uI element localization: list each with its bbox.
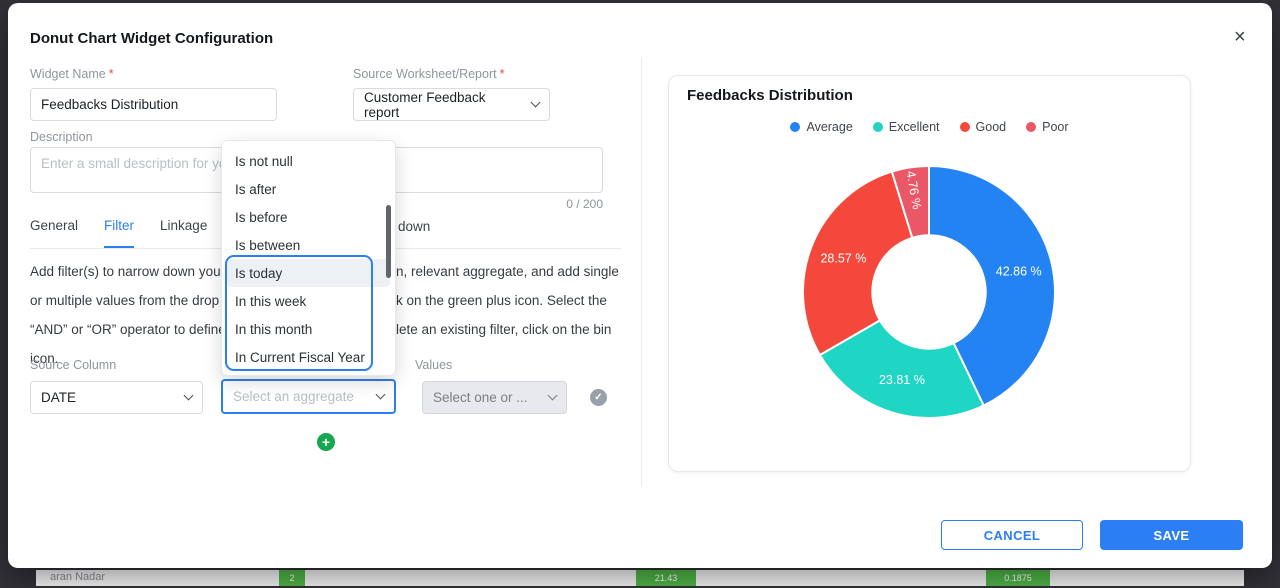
legend-item-good[interactable]: Good [959,120,1007,134]
dropdown-options: Is not null Is after Is before Is between Is… [222,147,395,371]
required-asterisk: * [499,67,505,81]
dropdown-option[interactable]: Is not null [235,153,293,169]
aggregate-placeholder: Select an aggregate [233,389,354,404]
legend-dot [872,122,883,132]
close-icon[interactable]: × [1234,26,1246,48]
help-line: or multiple values from the drop k on the… [30,286,621,315]
preview-card: Feedbacks Distribution Average Excellent G… [668,75,1191,472]
legend-label: Good [975,120,1007,134]
confirm-filter-icon[interactable]: ✓ [590,389,607,406]
help-line-left: “AND” or “OR” operator to define [30,322,226,337]
dropdown-option[interactable]: Is after [235,181,277,197]
legend-dot [959,122,970,132]
help-line-right: k on the green plus icon. Select the [396,293,607,308]
help-line-left: icon. [30,351,59,366]
help-line-right: n, relevant aggregate, and add single [396,264,619,279]
dropdown-option[interactable]: Is before [235,209,288,225]
donut-chart-svg: 42.86 % 23.81 % 28.57 % 4.76 % [802,164,1056,419]
chevron-down-icon [375,389,386,400]
modal-title: Donut Chart Widget Configuration [30,30,274,47]
help-line-right: lete an existing filter, click on the bi… [396,322,612,337]
donut-slice-excellent[interactable] [818,318,985,419]
legend-item-poor[interactable]: Poor [1026,120,1069,134]
widget-config-modal: Donut Chart Widget Configuration × Widge… [8,3,1272,568]
dropdown-option[interactable]: Is between [235,237,301,253]
help-line: Add filter(s) to narrow down you n, relev… [30,257,621,286]
dropdown-option[interactable]: In Current Fiscal Year [235,349,365,365]
chevron-down-icon [547,390,558,401]
dropdown-option[interactable]: In this month [235,321,313,337]
help-line: “AND” or “OR” operator to define lete an … [30,315,621,344]
filter-help-text: Add filter(s) to narrow down you n, relev… [30,257,621,373]
required-asterisk: * [108,67,114,81]
donut-slice-poor[interactable] [890,164,930,240]
chevron-down-icon [530,97,541,108]
help-line: icon. [30,344,621,373]
values-label: Values [415,358,453,372]
source-label: Source Worksheet/Report * [353,67,504,81]
source-column-select[interactable]: DATE [30,381,203,414]
donut-value-label: 42.86 % [996,265,1042,279]
background-name-fragment: aran Nadar [50,571,106,583]
chevron-down-icon [183,390,194,401]
donut-slice-good[interactable] [802,170,914,357]
dropdown-scrollbar[interactable] [386,205,391,278]
legend-label: Average [806,120,853,134]
aggregate-dropdown-list: Is not null Is after Is before Is between Is… [221,140,396,376]
legend-dot [1026,122,1037,132]
tab-general[interactable]: General [30,218,79,233]
chart-legend: Average Excellent Good Poor [669,120,1190,134]
widget-name-label-text: Widget Name [30,67,106,81]
background-table-cell: 2 [279,570,305,586]
help-line-left: or multiple values from the drop [30,293,220,308]
donut-slice-average[interactable] [928,164,1056,407]
cancel-button[interactable]: CANCEL [941,520,1083,550]
char-counter: 0 / 200 [566,197,603,211]
donut-value-label: 23.81 % [879,373,925,387]
widget-name-input[interactable] [30,88,277,121]
widget-name-label: Widget Name * [30,67,114,81]
donut-chart: 42.86 % 23.81 % 28.57 % 4.76 % [669,76,1190,471]
background-table-cell: 0.1875 [986,570,1050,586]
dropdown-option[interactable]: Is today [227,259,390,287]
legend-dot [790,122,801,132]
legend-label: Poor [1042,120,1069,134]
save-button[interactable]: SAVE [1100,520,1243,550]
values-placeholder: Select one or ... [433,390,528,405]
source-column-value: DATE [41,390,77,405]
source-label-text: Source Worksheet/Report [353,67,497,81]
legend-item-average[interactable]: Average [790,120,853,134]
source-column-label: Source Column [30,358,117,372]
vertical-divider [641,57,642,487]
legend-label: Excellent [888,120,940,134]
source-select[interactable]: Customer Feedback report [353,88,550,121]
tab-drilldown-fragment[interactable]: down [398,219,431,234]
preview-title: Feedbacks Distribution [687,87,853,104]
background-table-row: aran Nadar 2 21.43 0.1875 [36,570,1244,586]
tab-filter[interactable]: Filter [104,216,135,248]
values-select[interactable]: Select one or ... [422,381,567,414]
source-select-value: Customer Feedback report [364,89,486,120]
help-line-left: Add filter(s) to narrow down you [30,264,221,279]
dropdown-option[interactable]: In this week [235,293,307,309]
background-table-cell: 21.43 [636,570,696,586]
donut-value-label: 4.76 % [903,170,924,211]
tab-linkage[interactable]: Linkage [160,218,208,233]
aggregate-select[interactable]: Select an aggregate [221,379,396,414]
description-label: Description [30,130,93,144]
legend-item-excellent[interactable]: Excellent [872,120,940,134]
add-filter-plus-icon[interactable]: + [317,433,335,451]
donut-value-label: 28.57 % [820,251,866,265]
